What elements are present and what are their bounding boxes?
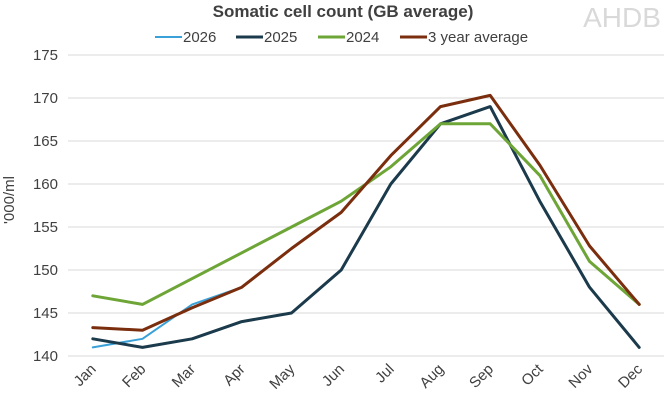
x-tick-label: Jan <box>71 361 100 390</box>
x-tick-label: Dec <box>615 360 646 391</box>
y-tick-label: 175 <box>33 47 58 64</box>
x-axis-ticks: Jan Feb Mar Apr May Jun Jul Aug Sep Oct Nov Dec <box>71 360 647 393</box>
x-tick-label: Feb <box>119 361 149 391</box>
legend-label: 3 year average <box>428 29 528 46</box>
y-tick-label: 165 <box>33 133 58 150</box>
x-tick-label: Apr <box>220 361 249 390</box>
x-tick-label: Sep <box>466 361 497 392</box>
ahdb-logo: AHDB <box>583 2 661 33</box>
x-tick-label: Jul <box>372 361 398 387</box>
y-axis-ticks: 140 145 150 155 160 165 170 175 <box>33 47 58 365</box>
legend-label: 2025 <box>264 29 297 46</box>
y-axis-label: '000/ml <box>1 176 18 224</box>
y-tick-label: 155 <box>33 219 58 236</box>
legend-label: 2026 <box>183 29 216 46</box>
series-line-2024 <box>91 122 641 306</box>
x-tick-label: Aug <box>416 361 447 392</box>
chart-legend: 2026 2025 2024 3 year average <box>155 29 528 46</box>
series-line-3-year-average <box>91 93 641 332</box>
x-tick-label: Nov <box>565 360 596 391</box>
y-tick-label: 145 <box>33 305 58 322</box>
y-tick-label: 150 <box>33 262 58 279</box>
x-tick-label: May <box>266 360 298 392</box>
gridlines <box>68 54 664 357</box>
chart-title: Somatic cell count (GB average) <box>213 2 474 21</box>
series-lines <box>91 93 641 349</box>
x-tick-label: Jun <box>319 361 348 390</box>
legend-label: 2024 <box>346 29 379 46</box>
x-tick-label: Mar <box>169 361 199 391</box>
x-tick-label: Oct <box>518 360 547 389</box>
y-tick-label: 140 <box>33 348 58 365</box>
y-tick-label: 160 <box>33 176 58 193</box>
y-tick-label: 170 <box>33 90 58 107</box>
series-line-2025 <box>91 105 641 349</box>
